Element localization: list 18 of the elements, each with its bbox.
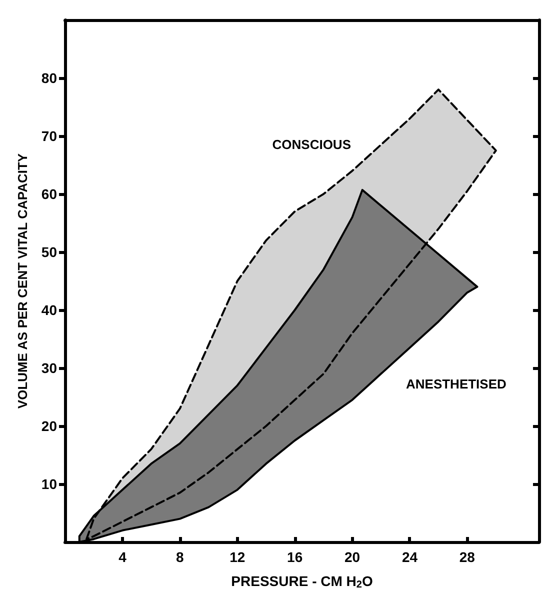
y-tick-label: 30	[41, 360, 58, 376]
x-tick-label: 4	[118, 549, 127, 565]
y-tick-label: 10	[41, 476, 58, 492]
y-tick-label: 70	[41, 128, 58, 144]
y-tick-label: 60	[41, 186, 58, 202]
x-tick-label: 24	[402, 549, 418, 565]
x-tick-label: 12	[230, 549, 246, 565]
series-label: ANESTHETISED	[406, 376, 506, 392]
x-tick-label: 20	[344, 549, 360, 565]
x-tick-label: 28	[459, 549, 476, 565]
y-tick-label: 20	[41, 418, 58, 434]
y-axis-title: VOLUME AS PER CENT VITAL CAPACITY	[15, 153, 30, 409]
y-tick-label: 50	[41, 244, 58, 260]
y-tick-label: 40	[41, 302, 58, 318]
x-tick-label: 8	[176, 549, 184, 565]
series-label: CONSCIOUS	[272, 137, 352, 152]
y-tick-label: 80	[41, 70, 58, 86]
x-tick-label: 16	[287, 549, 303, 565]
